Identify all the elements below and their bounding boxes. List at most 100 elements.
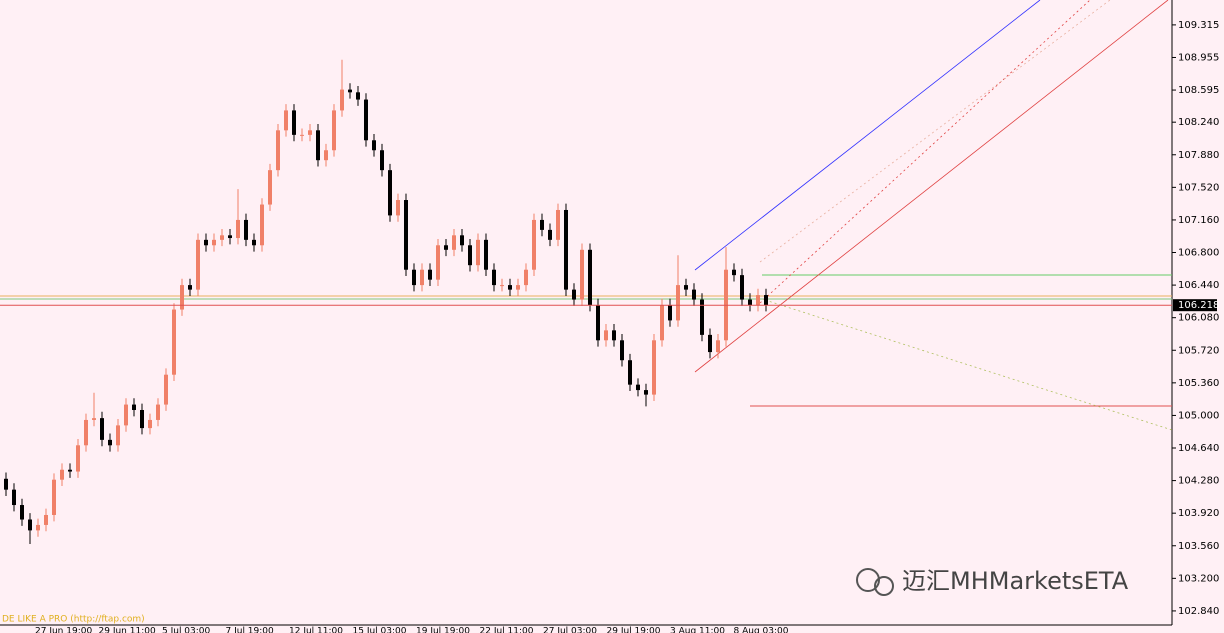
candle-body (124, 404, 128, 426)
y-tick-label: 103.920 (1178, 508, 1219, 519)
candle-body (676, 285, 680, 321)
candle-body (204, 239, 208, 246)
x-tick-label: 12 Jul 11:00 (289, 627, 343, 633)
candle-body (652, 340, 656, 395)
candle-body (4, 478, 8, 490)
candle-body (740, 275, 744, 300)
candle-body (156, 404, 160, 420)
candle-body (84, 419, 88, 446)
candle-body (716, 340, 720, 353)
candle-body (236, 219, 240, 239)
y-tick-label: 108.955 (1178, 52, 1219, 63)
candle-body (52, 479, 56, 515)
candle-body (412, 269, 416, 286)
candle-body (284, 110, 288, 131)
candle-body (60, 469, 64, 480)
candle-body (396, 200, 400, 216)
candle-body (276, 130, 280, 171)
candle-body (508, 285, 512, 290)
candle-body (268, 170, 272, 205)
candle-body (748, 299, 752, 306)
candle-body (76, 445, 80, 472)
y-tick-label: 105.000 (1178, 410, 1219, 421)
y-tick-label: 106.800 (1178, 248, 1219, 259)
candle-body (756, 295, 760, 306)
x-tick-label: 7 Jul 19:00 (226, 627, 275, 633)
candle-body (388, 170, 392, 216)
y-tick-label: 103.200 (1178, 573, 1219, 584)
candle-body (604, 330, 608, 341)
candle-body (188, 285, 192, 290)
candle-body (116, 425, 120, 446)
candle-body (484, 239, 488, 270)
candle-body (380, 150, 384, 171)
candle-body (620, 340, 624, 361)
candle-body (516, 285, 520, 290)
candle-body (564, 209, 568, 290)
candle-body (556, 209, 560, 240)
y-tick-label: 105.720 (1178, 345, 1219, 356)
candle-body (444, 245, 448, 250)
candle-body (540, 219, 544, 230)
candle-body (660, 305, 664, 341)
y-tick-label: 105.360 (1178, 378, 1219, 389)
y-tick-label: 104.280 (1178, 476, 1219, 487)
x-tick-label: 22 Jul 11:00 (480, 627, 534, 633)
candle-body (36, 524, 40, 531)
candle-body (140, 409, 144, 429)
x-tick-label: 3 Aug 11:00 (670, 627, 725, 633)
y-tick-label: 103.560 (1178, 541, 1219, 552)
candle-body (172, 309, 176, 375)
x-tick-label: 15 Jul 03:00 (353, 627, 407, 633)
candle-body (588, 249, 592, 306)
candle-body (428, 269, 432, 280)
candle-body (324, 150, 328, 161)
candle-body (436, 245, 440, 280)
candle-body (684, 285, 688, 290)
candle-body (100, 418, 104, 440)
candle-body (476, 239, 480, 266)
candle-body (636, 384, 640, 391)
candles (4, 59, 768, 544)
y-tick-label: 108.240 (1178, 117, 1219, 128)
y-tick-label: 107.160 (1178, 215, 1219, 226)
candle-body (524, 269, 528, 286)
x-tick-label: 29 Jul 19:00 (607, 627, 661, 633)
candle-body (692, 289, 696, 300)
candle-body (420, 269, 424, 286)
candle-body (180, 285, 184, 310)
candle-body (148, 419, 152, 429)
candle-body (92, 418, 96, 420)
candle-body (548, 229, 552, 240)
candle-body (668, 305, 672, 321)
candle-body (68, 469, 72, 472)
candle-body (300, 134, 304, 136)
x-tick-label: 27 Jul 03:00 (543, 627, 597, 633)
candle-body (500, 285, 504, 287)
candle-body (308, 130, 312, 135)
y-tick-label: 107.520 (1178, 182, 1219, 193)
candle-body (708, 334, 712, 353)
current-price-label: 106.218 (1178, 300, 1219, 311)
candle-body (44, 514, 48, 525)
candle-body (252, 239, 256, 246)
trend-line (764, 299, 1173, 431)
logo-text: 迈汇MHMarketsETA (902, 567, 1129, 595)
candle-body (220, 235, 224, 240)
y-tick-label: 108.595 (1178, 85, 1219, 96)
candle-body (348, 89, 352, 93)
x-tick-label: 5 Jul 03:00 (162, 627, 211, 633)
candle-body (20, 505, 24, 520)
x-tick-label: 8 Aug 03:00 (734, 627, 789, 633)
candle-body (364, 99, 368, 141)
candle-body (732, 269, 736, 276)
candle-body (244, 219, 248, 240)
candle-body (644, 390, 648, 395)
candle-body (356, 92, 360, 100)
candle-body (460, 235, 464, 246)
candle-body (316, 130, 320, 161)
current-price-box (1173, 299, 1217, 312)
candle-body (452, 235, 456, 250)
